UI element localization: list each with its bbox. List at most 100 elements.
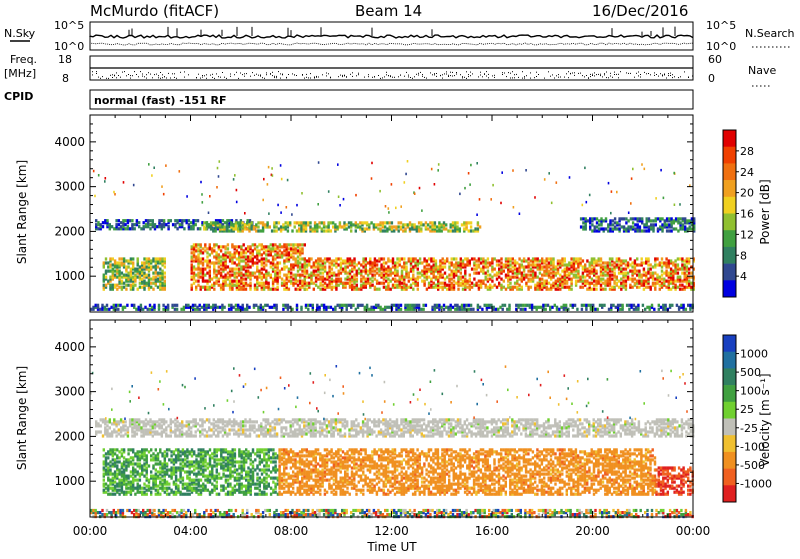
data-cell bbox=[188, 432, 190, 435]
nave-dot bbox=[572, 73, 573, 74]
data-cell bbox=[242, 428, 244, 431]
data-cell bbox=[165, 420, 167, 423]
nave-dot bbox=[292, 73, 293, 74]
data-cell bbox=[257, 225, 259, 228]
data-cell bbox=[134, 227, 136, 230]
data-cell bbox=[618, 263, 620, 266]
data-cell bbox=[113, 191, 115, 194]
data-cell bbox=[274, 270, 276, 273]
data-cell bbox=[609, 288, 611, 291]
nave-dot bbox=[210, 75, 211, 76]
nave-dot bbox=[654, 72, 655, 73]
data-cell bbox=[157, 265, 159, 268]
nave-dot bbox=[358, 73, 359, 74]
data-cell bbox=[306, 259, 308, 262]
data-cell bbox=[179, 422, 181, 425]
data-cell bbox=[376, 288, 378, 291]
data-cell bbox=[371, 261, 373, 264]
data-cell bbox=[165, 223, 167, 226]
data-cell bbox=[394, 284, 396, 287]
data-cell bbox=[482, 257, 484, 260]
data-cell bbox=[631, 270, 633, 273]
data-cell bbox=[628, 212, 630, 215]
data-cell bbox=[419, 187, 421, 190]
data-cell bbox=[629, 270, 631, 273]
data-cell bbox=[679, 217, 681, 220]
data-cell bbox=[337, 163, 339, 166]
data-cell bbox=[127, 284, 129, 287]
data-cell bbox=[146, 257, 148, 260]
data-cell bbox=[109, 270, 111, 273]
data-cell bbox=[134, 268, 136, 271]
data-cell bbox=[330, 221, 332, 224]
data-cell bbox=[478, 263, 480, 266]
data-cell bbox=[100, 424, 102, 427]
data-cell bbox=[541, 257, 543, 260]
data-cell bbox=[666, 223, 668, 226]
data-cell bbox=[444, 278, 446, 281]
data-cell bbox=[598, 263, 600, 266]
data-cell bbox=[518, 288, 520, 291]
data-cell bbox=[249, 265, 251, 268]
data-cell bbox=[278, 227, 280, 230]
data-cell bbox=[561, 257, 563, 260]
data-cell bbox=[139, 286, 141, 289]
nave-dot bbox=[518, 77, 519, 78]
data-cell bbox=[308, 430, 310, 433]
data-cell bbox=[371, 162, 373, 165]
data-cell bbox=[335, 265, 337, 268]
data-cell bbox=[659, 284, 661, 287]
data-cell bbox=[392, 257, 394, 260]
data-cell bbox=[429, 225, 431, 228]
data-cell bbox=[183, 432, 185, 435]
data-cell bbox=[539, 272, 541, 275]
data-cell bbox=[227, 276, 229, 279]
data-cell bbox=[537, 282, 539, 285]
nave-dot bbox=[468, 76, 469, 77]
data-cell bbox=[93, 170, 95, 173]
data-cell bbox=[663, 261, 665, 264]
data-cell bbox=[645, 257, 647, 260]
data-cell bbox=[496, 259, 498, 262]
data-cell bbox=[195, 243, 197, 246]
noise-left-tick-top: 10^5 bbox=[54, 19, 84, 32]
data-cell bbox=[296, 221, 298, 224]
nave-dot bbox=[142, 76, 143, 77]
data-cell bbox=[278, 422, 280, 425]
data-cell bbox=[310, 265, 312, 268]
data-cell bbox=[124, 424, 126, 427]
data-cell bbox=[637, 304, 639, 307]
data-cell bbox=[328, 261, 330, 264]
data-cell bbox=[668, 229, 670, 232]
data-cell bbox=[226, 420, 228, 423]
data-cell bbox=[297, 284, 299, 287]
data-cell bbox=[612, 219, 614, 222]
data-cell bbox=[256, 286, 258, 289]
data-cell bbox=[121, 272, 123, 275]
data-cell bbox=[417, 259, 419, 262]
data-cell bbox=[335, 278, 337, 281]
data-cell bbox=[328, 280, 330, 283]
data-cell bbox=[331, 286, 333, 289]
data-cell bbox=[595, 270, 597, 273]
data-cell bbox=[371, 280, 373, 283]
data-cell bbox=[228, 418, 230, 421]
data-cell bbox=[231, 243, 233, 246]
data-cell bbox=[475, 272, 477, 275]
nave-dot bbox=[314, 77, 315, 78]
data-cell bbox=[275, 225, 277, 228]
nave-dot bbox=[124, 71, 125, 72]
data-cell bbox=[582, 221, 584, 224]
data-cell bbox=[163, 193, 165, 196]
data-cell bbox=[634, 282, 636, 285]
data-cell bbox=[213, 282, 215, 285]
data-cell bbox=[152, 272, 154, 275]
nave-dot bbox=[264, 78, 265, 79]
data-cell bbox=[603, 227, 605, 230]
data-cell bbox=[147, 308, 149, 311]
data-cell bbox=[632, 217, 634, 220]
data-cell bbox=[648, 217, 650, 220]
data-cell bbox=[271, 420, 273, 423]
data-cell bbox=[650, 263, 652, 266]
data-cell bbox=[344, 432, 346, 435]
